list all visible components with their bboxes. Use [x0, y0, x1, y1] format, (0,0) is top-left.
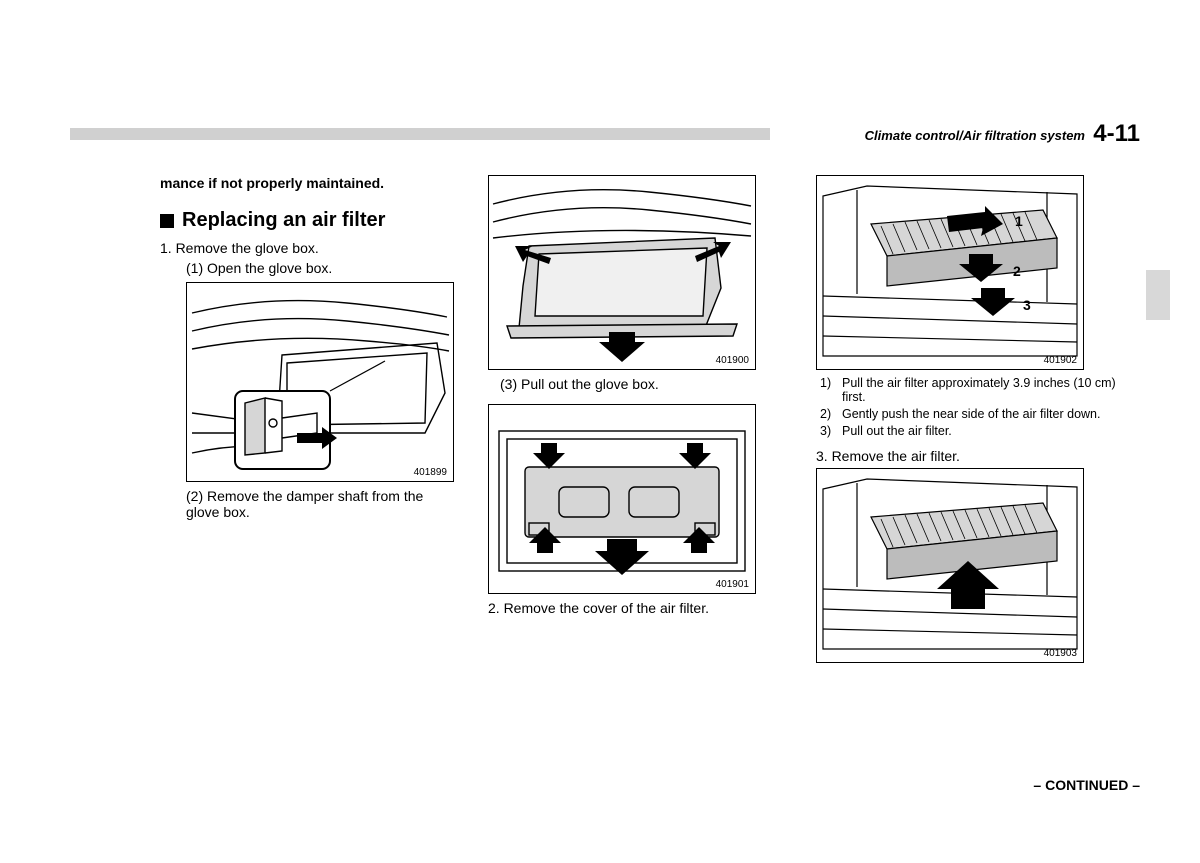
figure-number: 401900 — [716, 355, 749, 366]
section-title: Replacing an air filter — [182, 209, 385, 232]
diagram-air-filter-install — [817, 469, 1083, 662]
diagram-air-filter-pull-steps: 1 2 3 — [817, 176, 1083, 369]
figure-401899: 401899 — [186, 282, 454, 482]
substep-1: (1) Open the glove box. — [186, 260, 460, 276]
diagram-air-filter-cover — [489, 405, 755, 593]
figure-401903: 401903 — [816, 468, 1084, 663]
figure-401900: 401900 — [488, 175, 756, 370]
step-1: 1. Remove the glove box. — [160, 240, 460, 256]
svg-text:2: 2 — [1013, 263, 1021, 279]
note-2: 2)Gently push the near side of the air f… — [820, 407, 1116, 421]
continued-label: – CONTINUED – — [1033, 777, 1140, 793]
figure-number: 401902 — [1044, 355, 1077, 366]
figure-number: 401903 — [1044, 648, 1077, 659]
numbered-notes: 1)Pull the air filter approximately 3.9 … — [820, 376, 1116, 438]
svg-text:1: 1 — [1015, 213, 1023, 229]
header-breadcrumb: Climate control/Air filtration system — [865, 128, 1085, 143]
diagram-glove-box-pull — [489, 176, 755, 369]
note-1: 1)Pull the air filter approximately 3.9 … — [820, 376, 1116, 404]
substep-2: (2) Remove the damper shaft from the glo… — [186, 488, 460, 520]
column-1: mance if not properly maintained. Replac… — [160, 175, 460, 669]
figure-number: 401899 — [414, 467, 447, 478]
page-body: mance if not properly maintained. Replac… — [160, 175, 1140, 669]
intro-text: mance if not properly maintained. — [160, 175, 460, 191]
step-3: 3. Remove the air filter. — [816, 448, 1116, 464]
side-tab — [1146, 270, 1170, 320]
svg-text:3: 3 — [1023, 297, 1031, 313]
heading-square-icon — [160, 214, 174, 228]
diagram-glove-box-open — [187, 283, 453, 481]
column-2: 401900 (3) Pull out the glove box. — [488, 175, 788, 669]
substep-3: (3) Pull out the glove box. — [500, 376, 788, 392]
step-2: 2. Remove the cover of the air filter. — [488, 600, 788, 616]
page-number: 4-11 — [1093, 120, 1140, 148]
figure-number: 401901 — [716, 579, 749, 590]
figure-401901: 401901 — [488, 404, 756, 594]
section-heading: Replacing an air filter — [160, 209, 460, 232]
figure-401902: 1 2 3 401902 — [816, 175, 1084, 370]
note-3: 3)Pull out the air filter. — [820, 424, 1116, 438]
column-3: 1 2 3 401902 1)Pull the air filter appro… — [816, 175, 1116, 669]
header-gray-bar — [70, 128, 770, 140]
